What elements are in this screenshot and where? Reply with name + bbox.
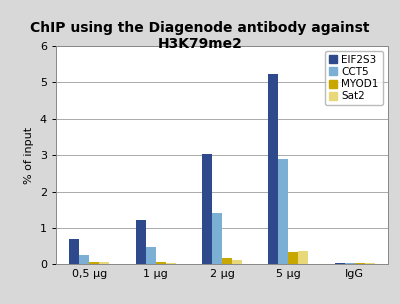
Bar (222, 258, 232, 264)
Bar (79, 255, 89, 264)
Bar (345, 263, 355, 264)
Bar (268, 74, 278, 264)
Bar (298, 251, 308, 264)
Bar (156, 262, 166, 264)
Bar (89, 262, 99, 264)
Legend: EIF2S3, CCT5, MYOD1, Sat2: EIF2S3, CCT5, MYOD1, Sat2 (324, 51, 383, 105)
Bar (212, 213, 222, 264)
Bar (146, 247, 156, 264)
Bar (278, 159, 288, 264)
Bar (365, 263, 375, 264)
Bar (202, 154, 212, 264)
Bar (69, 239, 79, 264)
Bar (288, 252, 298, 264)
Bar (335, 263, 345, 264)
Y-axis label: % of input: % of input (24, 126, 34, 184)
Bar (99, 262, 109, 264)
Text: ChIP using the Diagenode antibody against
H3K79me2: ChIP using the Diagenode antibody agains… (30, 21, 370, 51)
Bar (355, 263, 365, 264)
Bar (166, 263, 176, 264)
Bar (136, 220, 146, 264)
Bar (232, 260, 242, 264)
